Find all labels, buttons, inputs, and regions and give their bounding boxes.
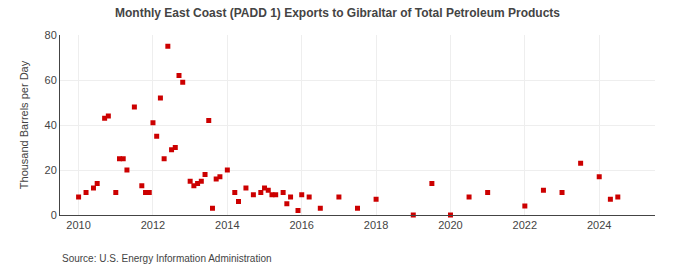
svg-text:2016: 2016 — [289, 219, 313, 231]
svg-text:20: 20 — [45, 164, 57, 176]
svg-text:80: 80 — [45, 29, 57, 41]
svg-text:Thousand Barrels per Day: Thousand Barrels per Day — [18, 60, 30, 189]
svg-text:2010: 2010 — [66, 219, 90, 231]
svg-text:0: 0 — [51, 209, 57, 221]
svg-text:Monthly East Coast (PADD 1) Ex: Monthly East Coast (PADD 1) Exports to G… — [115, 6, 560, 20]
svg-text:2014: 2014 — [215, 219, 239, 231]
svg-text:2024: 2024 — [587, 219, 611, 231]
svg-text:2020: 2020 — [438, 219, 462, 231]
svg-text:2012: 2012 — [141, 219, 165, 231]
svg-text:2022: 2022 — [513, 219, 537, 231]
svg-text:2018: 2018 — [364, 219, 388, 231]
svg-text:40: 40 — [45, 119, 57, 131]
svg-text:60: 60 — [45, 74, 57, 86]
svg-text:Source: U.S. Energy Informatio: Source: U.S. Energy Information Administ… — [62, 253, 272, 264]
